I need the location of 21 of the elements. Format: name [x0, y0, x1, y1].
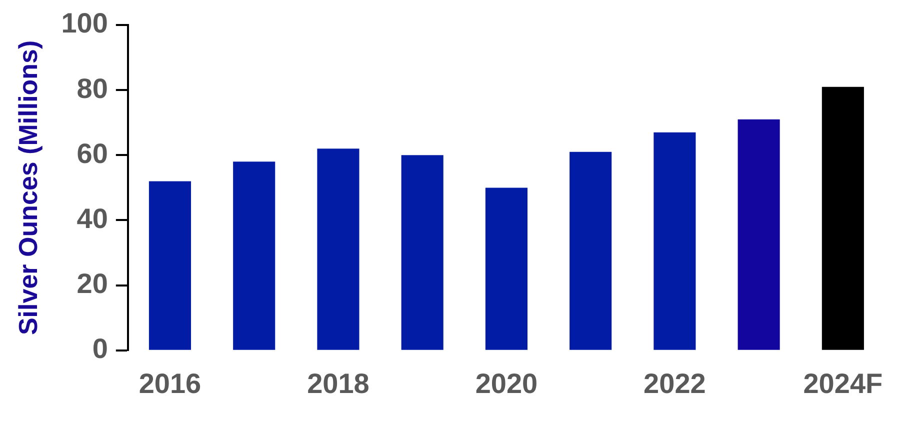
y-axis-title: Silver Ounces (Millions) — [12, 40, 43, 336]
bar — [822, 86, 864, 350]
bar — [148, 181, 192, 350]
y-tick-label: 40 — [76, 202, 108, 234]
x-tick-label: 2018 — [307, 368, 370, 399]
bar — [738, 119, 780, 350]
bar — [570, 152, 612, 350]
x-tick-label: 2020 — [475, 368, 538, 399]
y-tick-label: 20 — [76, 268, 108, 300]
y-tick-label: 100 — [61, 8, 108, 39]
bar — [401, 155, 444, 350]
x-tick-label: 2016 — [138, 368, 202, 399]
bar — [317, 148, 360, 350]
y-tick-label: 80 — [76, 72, 108, 104]
bar — [654, 132, 696, 350]
y-tick-label: 60 — [76, 138, 108, 169]
y-tick-label: 0 — [92, 333, 108, 364]
bar — [485, 188, 528, 350]
bar — [233, 162, 276, 350]
x-tick-label: 2024F — [803, 368, 883, 399]
x-tick-label: 2022 — [644, 368, 706, 399]
